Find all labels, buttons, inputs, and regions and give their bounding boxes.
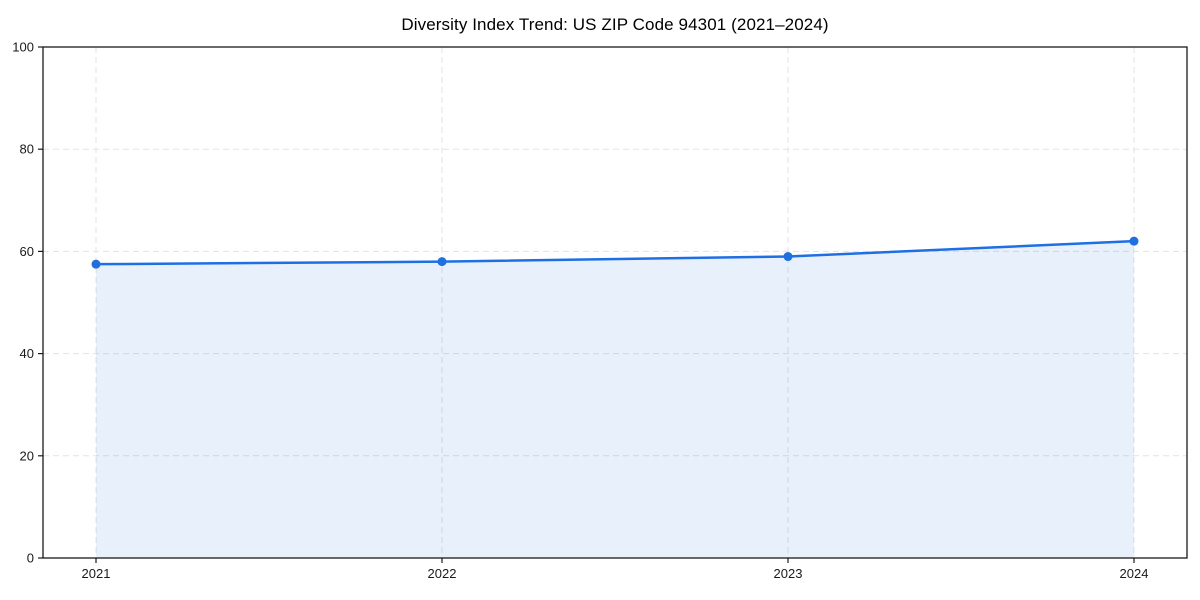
data-point (91, 259, 101, 269)
y-tick-label: 80 (20, 142, 34, 157)
data-point (437, 257, 447, 267)
y-tick-label: 0 (27, 551, 34, 566)
y-tick-label: 20 (20, 448, 34, 463)
chart-title: Diversity Index Trend: US ZIP Code 94301… (401, 15, 829, 34)
y-tick-label: 60 (20, 244, 34, 259)
x-tick-label: 2021 (82, 566, 111, 581)
area-fill (96, 241, 1134, 558)
x-tick-label: 2022 (428, 566, 457, 581)
data-point (783, 252, 793, 262)
x-tick-label: 2024 (1120, 566, 1149, 581)
y-tick-label: 40 (20, 346, 34, 361)
trend-line (94, 239, 1136, 266)
data-point (1129, 236, 1139, 246)
plot-border (42, 46, 1188, 559)
y-tick-label: 100 (12, 40, 34, 55)
x-tick-label: 2023 (774, 566, 803, 581)
